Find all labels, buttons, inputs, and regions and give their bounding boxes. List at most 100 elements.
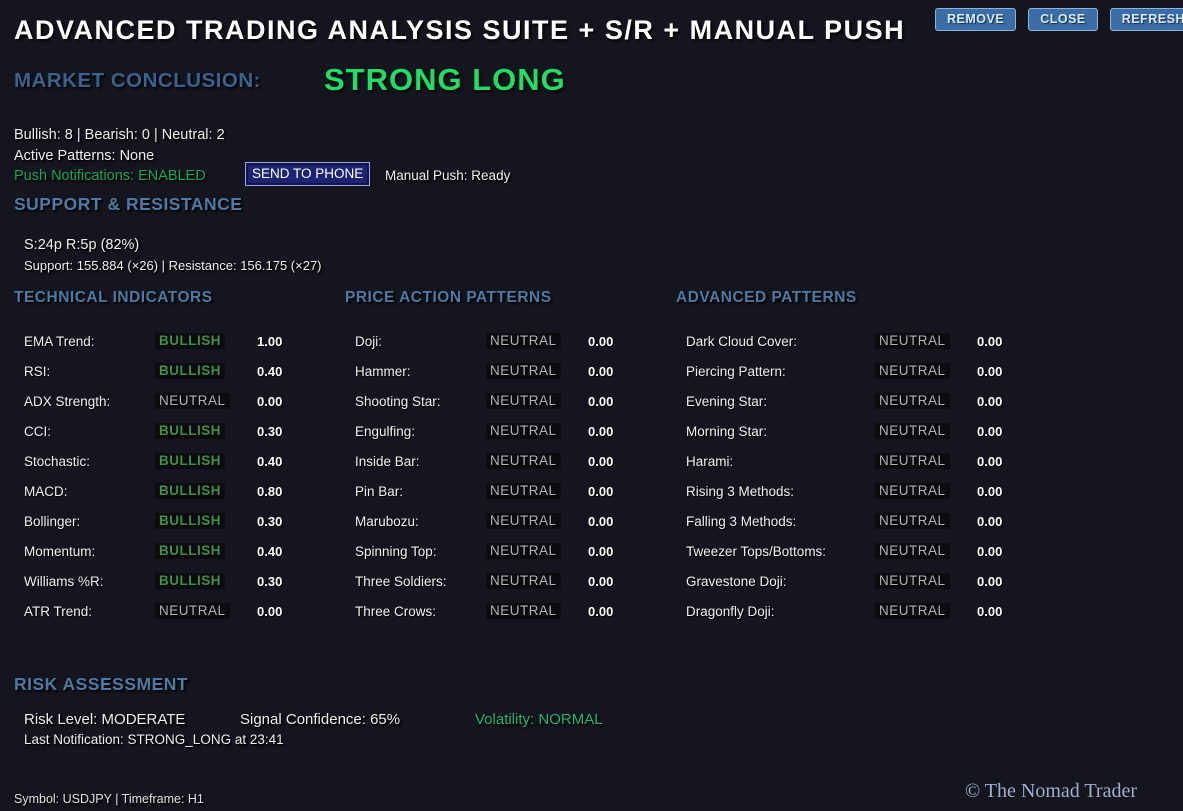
indicator-status: NEUTRAL (875, 543, 950, 559)
price-action-patterns-list: Doji: NEUTRAL 0.00 Hammer: NEUTRAL 0.00 Shooti… (355, 326, 655, 626)
watermark: © The Nomad Trader (964, 780, 1137, 802)
indicator-row: Falling 3 Methods: NEUTRAL 0.00 (686, 506, 1046, 536)
indicator-label: Rising 3 Methods: (686, 483, 795, 499)
risk-assessment-header: RISK ASSESSMENT (14, 674, 189, 694)
indicator-label: Falling 3 Methods: (686, 513, 797, 529)
indicator-label: Inside Bar: (355, 453, 420, 469)
indicator-status: NEUTRAL (875, 603, 950, 619)
indicator-status: NEUTRAL (875, 333, 950, 349)
indicator-status: BULLISH (155, 543, 225, 559)
indicator-label: Engulfing: (355, 423, 416, 439)
indicator-row: Pin Bar: NEUTRAL 0.00 (355, 476, 655, 506)
indicator-row: Dragonfly Doji: NEUTRAL 0.00 (686, 596, 1046, 626)
remove-button[interactable]: REMOVE (935, 8, 1017, 31)
indicator-value: 0.00 (588, 333, 614, 349)
indicator-row: EMA Trend: BULLISH 1.00 (24, 326, 324, 356)
indicator-row: RSI: BULLISH 0.40 (24, 356, 324, 386)
indicator-value: 0.00 (977, 483, 1003, 499)
indicator-value: 0.40 (257, 453, 283, 469)
refresh-button[interactable]: REFRESH (1109, 8, 1183, 31)
indicator-status: NEUTRAL (875, 453, 950, 469)
volatility-status: Volatility: NORMAL (475, 711, 603, 728)
technical-indicators-header: TECHNICAL INDICATORS (14, 289, 213, 306)
indicator-label: ADX Strength: (24, 393, 111, 409)
indicator-row: Bollinger: BULLISH 0.30 (24, 506, 324, 536)
indicator-row: ADX Strength: NEUTRAL 0.00 (24, 386, 324, 416)
indicator-value: 0.00 (977, 453, 1003, 469)
indicator-value: 0.40 (257, 543, 283, 559)
indicator-value: 0.00 (588, 603, 614, 619)
indicator-label: Stochastic: (24, 453, 91, 469)
indicator-row: Marubozu: NEUTRAL 0.00 (355, 506, 655, 536)
indicator-value: 0.00 (977, 573, 1003, 589)
manual-push-status: Manual Push: Ready (385, 168, 511, 183)
indicator-status: BULLISH (155, 453, 225, 469)
page-title: ADVANCED TRADING ANALYSIS SUITE + S/R + … (14, 15, 906, 45)
indicator-label: RSI: (24, 363, 51, 379)
indicator-status: NEUTRAL (875, 513, 950, 529)
indicator-label: Pin Bar: (355, 483, 404, 499)
indicator-label: Momentum: (24, 543, 96, 559)
indicator-row: Three Soldiers: NEUTRAL 0.00 (355, 566, 655, 596)
indicator-value: 0.00 (977, 513, 1003, 529)
indicator-label: Dragonfly Doji: (686, 603, 775, 619)
indicator-value: 0.80 (257, 483, 283, 499)
indicator-row: Dark Cloud Cover: NEUTRAL 0.00 (686, 326, 1046, 356)
risk-level: Risk Level: MODERATE (24, 711, 186, 728)
indicator-row: Momentum: BULLISH 0.40 (24, 536, 324, 566)
indicator-status: BULLISH (155, 333, 225, 349)
indicator-row: Spinning Top: NEUTRAL 0.00 (355, 536, 655, 566)
indicator-label: CCI: (24, 423, 51, 439)
close-button[interactable]: CLOSE (1028, 8, 1098, 31)
indicator-status: NEUTRAL (155, 603, 230, 619)
indicator-status: NEUTRAL (486, 453, 561, 469)
push-notifications-status: Push Notifications: ENABLED (14, 168, 206, 184)
indicator-row: Inside Bar: NEUTRAL 0.00 (355, 446, 655, 476)
price-action-patterns-header: PRICE ACTION PATTERNS (345, 289, 552, 306)
indicator-value: 0.00 (588, 363, 614, 379)
last-notification: Last Notification: STRONG_LONG at 23:41 (24, 732, 284, 747)
indicator-label: Harami: (686, 453, 734, 469)
indicator-value: 0.00 (588, 453, 614, 469)
indicator-value: 0.40 (257, 363, 283, 379)
advanced-patterns-list: Dark Cloud Cover: NEUTRAL 0.00 Piercing Pat… (686, 326, 1046, 626)
indicator-value: 0.30 (257, 423, 283, 439)
symbol-timeframe-info: Symbol: USDJPY | Timeframe: H1 (14, 792, 204, 806)
indicator-label: Hammer: (355, 363, 411, 379)
indicator-row: Engulfing: NEUTRAL 0.00 (355, 416, 655, 446)
indicator-status: BULLISH (155, 483, 225, 499)
indicator-label: EMA Trend: (24, 333, 95, 349)
indicator-label: Doji: (355, 333, 383, 349)
market-conclusion-value: STRONG LONG (324, 62, 566, 97)
indicator-value: 0.00 (977, 543, 1003, 559)
indicator-status: NEUTRAL (486, 483, 561, 499)
window-controls: REMOVE CLOSE REFRESH (935, 8, 1183, 31)
sr-summary: S:24p R:5p (82%) (24, 237, 140, 253)
indicator-label: ATR Trend: (24, 603, 93, 619)
indicator-row: Evening Star: NEUTRAL 0.00 (686, 386, 1046, 416)
advanced-patterns-header: ADVANCED PATTERNS (676, 289, 857, 306)
indicator-status: NEUTRAL (875, 393, 950, 409)
indicator-value: 0.30 (257, 573, 283, 589)
indicator-label: Piercing Pattern: (686, 363, 786, 379)
indicator-status: NEUTRAL (875, 573, 950, 589)
indicator-value: 0.00 (977, 333, 1003, 349)
indicator-value: 0.00 (977, 423, 1003, 439)
indicator-status: NEUTRAL (486, 513, 561, 529)
indicator-status: NEUTRAL (155, 393, 230, 409)
indicator-label: Tweezer Tops/Bottoms: (686, 543, 827, 559)
indicator-value: 0.00 (588, 423, 614, 439)
send-to-phone-button[interactable]: SEND TO PHONE (245, 162, 371, 186)
indicator-row: Williams %R: BULLISH 0.30 (24, 566, 324, 596)
technical-indicators-list: EMA Trend: BULLISH 1.00 RSI: BULLISH 0.40 ADX … (24, 326, 324, 626)
indicator-label: Three Soldiers: (355, 573, 447, 589)
indicator-value: 0.00 (977, 363, 1003, 379)
indicator-row: Hammer: NEUTRAL 0.00 (355, 356, 655, 386)
indicator-value: 0.00 (257, 603, 283, 619)
indicator-row: Morning Star: NEUTRAL 0.00 (686, 416, 1046, 446)
indicator-row: Shooting Star: NEUTRAL 0.00 (355, 386, 655, 416)
support-resistance-header: SUPPORT & RESISTANCE (14, 194, 243, 214)
indicator-status: BULLISH (155, 363, 225, 379)
indicator-label: Bollinger: (24, 513, 81, 529)
active-patterns: Active Patterns: None (14, 148, 155, 164)
